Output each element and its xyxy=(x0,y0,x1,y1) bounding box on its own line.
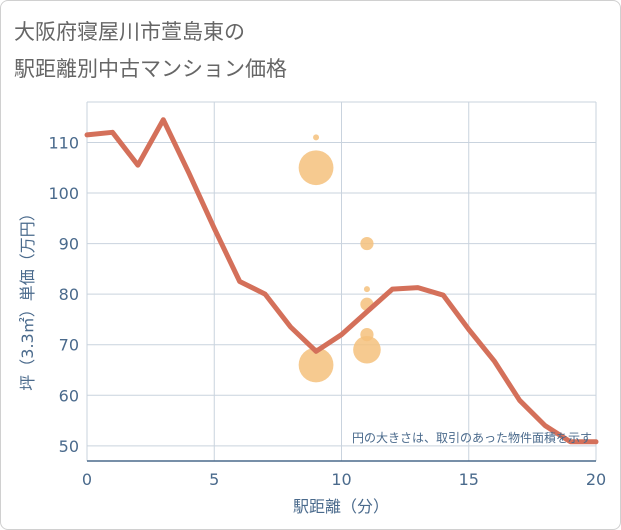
x-tick-label: 10 xyxy=(331,470,351,489)
y-tick-label: 80 xyxy=(59,285,79,304)
tick-labels: 0 5 10 15 20 50 60 70 80 90 100 110 xyxy=(48,133,606,489)
x-tick-label: 15 xyxy=(459,470,479,489)
x-tick-label: 5 xyxy=(209,470,219,489)
bubble-point xyxy=(298,347,334,383)
y-tick-label: 110 xyxy=(48,133,79,152)
gridlines xyxy=(86,101,597,461)
bubble-point xyxy=(313,134,320,141)
x-tick-label: 0 xyxy=(82,470,92,489)
bubble-point xyxy=(353,335,381,364)
bubble-point xyxy=(363,286,370,293)
y-tick-label: 60 xyxy=(59,386,79,405)
bubble-layer xyxy=(298,134,381,383)
chart-title-line-2: 駅距離別中古マンション価格 xyxy=(14,57,287,81)
y-tick-label: 50 xyxy=(59,437,79,456)
bubble-point xyxy=(360,236,374,251)
bubble-size-note: 円の大きさは、取引のあった物件面積を示す xyxy=(352,430,592,445)
chart-title-line-1: 大阪府寝屋川市萱島東の xyxy=(14,20,245,44)
line-layer xyxy=(84,117,599,445)
y-axis-label: 坪（3.3㎡）単価（万円） xyxy=(18,205,37,390)
bubble-point xyxy=(298,150,334,186)
y-tick-label: 70 xyxy=(59,336,79,355)
y-tick-label: 100 xyxy=(48,184,79,203)
x-axis-label: 駅距離（分） xyxy=(293,497,389,516)
y-tick-label: 90 xyxy=(59,235,79,254)
price-series-line xyxy=(84,117,599,445)
x-tick-label: 20 xyxy=(586,470,606,489)
